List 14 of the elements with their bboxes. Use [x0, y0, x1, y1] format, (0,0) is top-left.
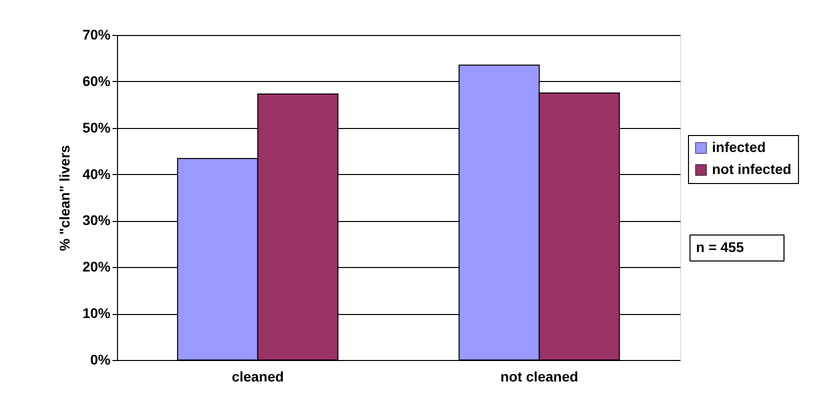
x-tick-label: cleaned — [232, 368, 284, 384]
y-tick-label: 60% — [82, 72, 112, 89]
y-axis-title: % "clean" livers — [56, 144, 72, 251]
y-tick-label: 40% — [82, 166, 112, 182]
y-tick-label: 0% — [90, 352, 112, 368]
y-tick-label: 50% — [82, 119, 112, 136]
y-tick-label: 70% — [82, 26, 112, 42]
y-tick-label: 30% — [82, 212, 112, 228]
text: n = 455 — [696, 239, 744, 255]
y-tick-label: 20% — [82, 258, 112, 275]
legend-label: not infected — [712, 161, 792, 177]
legend-label: infected — [712, 139, 766, 155]
y-tick-label: 10% — [82, 305, 112, 322]
x-tick-label: not cleaned — [500, 368, 578, 384]
